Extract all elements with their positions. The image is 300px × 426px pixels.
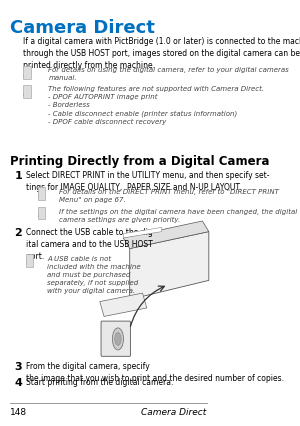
Text: 3: 3: [14, 361, 22, 371]
Text: If a digital camera with PictBridge (1.0 or later) is connected to the machine
t: If a digital camera with PictBridge (1.0…: [23, 37, 300, 69]
Text: Camera Direct: Camera Direct: [10, 19, 155, 37]
FancyBboxPatch shape: [38, 188, 45, 200]
Polygon shape: [123, 228, 162, 239]
FancyBboxPatch shape: [101, 321, 130, 357]
Text: If the settings on the digital camera have been changed, the digital
camera sett: If the settings on the digital camera ha…: [59, 208, 297, 222]
Text: Printing Directly from a Digital Camera: Printing Directly from a Digital Camera: [10, 155, 269, 167]
Text: 1: 1: [14, 171, 22, 181]
FancyBboxPatch shape: [26, 255, 34, 267]
Circle shape: [112, 328, 124, 350]
FancyBboxPatch shape: [38, 207, 45, 220]
Text: 4: 4: [14, 377, 22, 387]
FancyBboxPatch shape: [22, 86, 31, 99]
Text: For details on the DIRECT PRINT menu, refer to "DIRECT PRINT
Menu" on page 67.: For details on the DIRECT PRINT menu, re…: [59, 188, 279, 202]
Text: Connect the USB cable to the dig-
ital camera and to the USB HOST
port.: Connect the USB cable to the dig- ital c…: [26, 228, 155, 260]
Text: 2: 2: [14, 228, 22, 238]
Text: Select DIRECT PRINT in the UTILITY menu, and then specify set-
tings for IMAGE Q: Select DIRECT PRINT in the UTILITY menu,…: [26, 171, 269, 191]
Circle shape: [115, 333, 121, 345]
FancyBboxPatch shape: [22, 66, 31, 80]
Text: Start printing from the digital camera.: Start printing from the digital camera.: [26, 377, 173, 386]
Text: From the digital camera, specify
the image that you wish to print and the desire: From the digital camera, specify the ima…: [26, 361, 284, 382]
Polygon shape: [123, 222, 209, 249]
Text: Camera Direct: Camera Direct: [141, 407, 207, 416]
Text: A USB cable is not
included with the machine
and must be purchased
separately, i: A USB cable is not included with the mac…: [47, 255, 141, 294]
Polygon shape: [130, 232, 209, 300]
Polygon shape: [100, 294, 147, 317]
Text: For details on using the digital camera, refer to your digital cameras
manual.: For details on using the digital camera,…: [48, 67, 289, 81]
Text: 148: 148: [10, 407, 27, 416]
Text: The following features are not supported with Camera Direct.
- DPOF AUTOPRINT im: The following features are not supported…: [48, 86, 265, 125]
